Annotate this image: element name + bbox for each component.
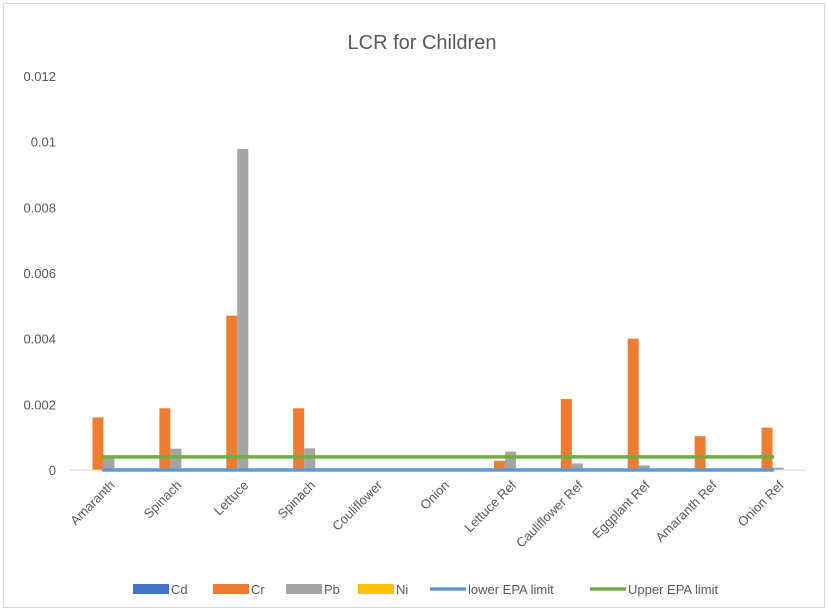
legend-item-lower-epa-limit: lower EPA limit bbox=[430, 582, 554, 597]
chart-frame bbox=[3, 3, 825, 608]
bar-pb-6 bbox=[504, 451, 516, 470]
bar-cr-3 bbox=[293, 408, 305, 470]
legend-swatch bbox=[286, 584, 322, 594]
legend-label: Pb bbox=[324, 582, 340, 597]
bar-cr-9 bbox=[694, 436, 706, 470]
bar-pb-10 bbox=[772, 467, 784, 470]
bar-pb-7 bbox=[571, 463, 583, 470]
y-tick-label: 0.006 bbox=[23, 266, 56, 281]
y-tick-label: 0.01 bbox=[31, 135, 56, 150]
bar-cr-8 bbox=[627, 338, 639, 470]
x-tick-label: Couliflower bbox=[329, 477, 386, 534]
legend-item-ni: Ni bbox=[358, 582, 408, 597]
x-tick-label: Cauliflower Ref bbox=[513, 477, 586, 550]
legend-item-upper-epa-limit: Upper EPA limit bbox=[590, 582, 718, 597]
bar-pb-8 bbox=[638, 465, 650, 470]
x-tick-label: Amaranth bbox=[67, 478, 117, 528]
legend-label: Cd bbox=[171, 582, 188, 597]
legend-label: Ni bbox=[396, 582, 408, 597]
y-tick-label: 0.004 bbox=[23, 332, 56, 347]
legend-label: Upper EPA limit bbox=[628, 582, 718, 597]
x-tick-label: Spinach bbox=[141, 478, 185, 522]
chart-title: LCR for Children bbox=[348, 32, 497, 54]
y-tick-label: 0.012 bbox=[23, 69, 56, 84]
legend-swatch bbox=[358, 584, 394, 594]
y-tick-label: 0.008 bbox=[23, 200, 56, 215]
y-tick-label: 0 bbox=[49, 463, 56, 478]
legend-label: lower EPA limit bbox=[468, 582, 554, 597]
x-tick-label: Onion Ref bbox=[735, 477, 787, 529]
x-tick-label: Lettuce bbox=[211, 478, 252, 519]
legend: Cd Cr Pb Ni lower EPA limit Upper EPA limit bbox=[133, 582, 718, 597]
x-tick-label: Onion bbox=[417, 478, 452, 513]
bar-pb-3 bbox=[304, 448, 316, 470]
legend-item-cr: Cr bbox=[213, 582, 265, 597]
bar-cr-10 bbox=[761, 427, 773, 470]
bar-pb-1 bbox=[170, 448, 182, 470]
legend-label: Cr bbox=[251, 582, 265, 597]
x-tick-label: Spinach bbox=[274, 478, 318, 522]
bar-cr-2 bbox=[226, 315, 238, 470]
bars-group bbox=[92, 148, 784, 470]
limit-lines-group bbox=[101, 455, 775, 472]
x-tick-label: Lettuce Ref bbox=[461, 477, 519, 535]
bar-cr-0 bbox=[92, 417, 104, 470]
bar-pb-0 bbox=[103, 456, 115, 470]
x-axis: Amaranth Spinach Lettuce Spinach Couliflower… bbox=[67, 477, 787, 550]
bar-cr-7 bbox=[560, 399, 572, 470]
legend-swatch bbox=[133, 584, 169, 594]
legend-item-pb: Pb bbox=[286, 582, 340, 597]
x-tick-label: Eggplant Ref bbox=[589, 477, 653, 541]
legend-swatch bbox=[213, 584, 249, 594]
bar-pb-2 bbox=[237, 148, 249, 470]
bar-cr-6 bbox=[493, 460, 505, 470]
x-tick-label: Amaranth Ref bbox=[652, 477, 720, 545]
y-axis: 0 0.002 0.004 0.006 0.008 0.01 0.012 bbox=[23, 69, 56, 478]
bar-cr-1 bbox=[159, 408, 171, 470]
y-tick-label: 0.002 bbox=[23, 397, 56, 412]
legend-item-cd: Cd bbox=[133, 582, 188, 597]
